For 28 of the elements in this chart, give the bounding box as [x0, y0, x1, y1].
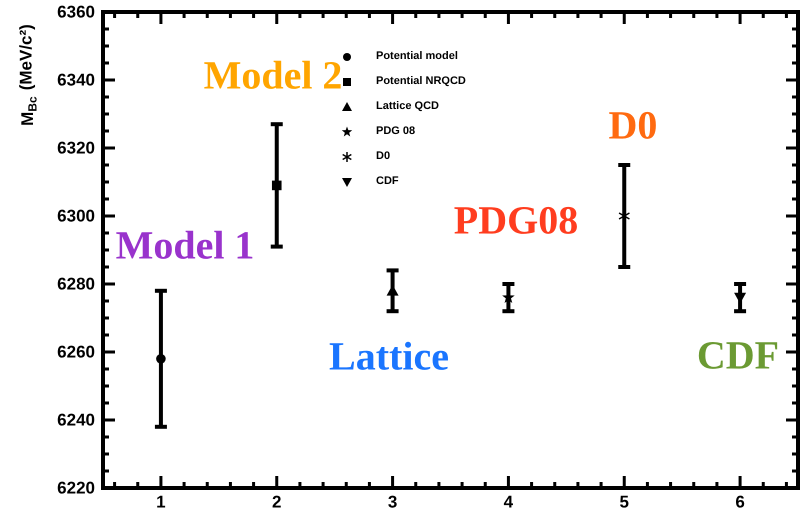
- x-tick-label: 6: [735, 492, 745, 512]
- y-tick-label: 6300: [57, 206, 95, 226]
- legend-label: Potential NRQCD: [376, 74, 466, 89]
- annotation: CDF: [696, 332, 780, 378]
- y-tick-label: 6240: [57, 410, 95, 430]
- y-tick-label: 6260: [57, 342, 95, 362]
- point: [156, 354, 166, 364]
- legend-label: PDG 08: [376, 124, 416, 139]
- x-tick-label: 3: [388, 492, 398, 512]
- point: [272, 180, 282, 190]
- x-tick-label: 2: [272, 492, 282, 512]
- annotation: Model 2: [204, 52, 342, 98]
- annotation: PDG08: [454, 198, 578, 242]
- y-tick-label: 6320: [57, 138, 95, 158]
- legend-label: CDF: [376, 174, 399, 189]
- annotation: Model 1: [116, 222, 254, 268]
- y-tick-label: 6280: [57, 274, 95, 294]
- annotation: D0: [608, 102, 658, 148]
- legend-label: D0: [376, 149, 390, 164]
- y-tick-label: 6360: [57, 2, 95, 22]
- x-tick-label: 5: [620, 492, 629, 512]
- x-tick-label: 4: [504, 492, 514, 512]
- annotation: Lattice: [329, 334, 449, 378]
- legend-label: Potential model: [376, 49, 458, 64]
- y-tick-label: 6220: [57, 478, 95, 498]
- y-tick-label: 6340: [57, 70, 95, 90]
- x-tick-label: 1: [156, 492, 166, 512]
- legend-label: Lattice QCD: [376, 99, 439, 114]
